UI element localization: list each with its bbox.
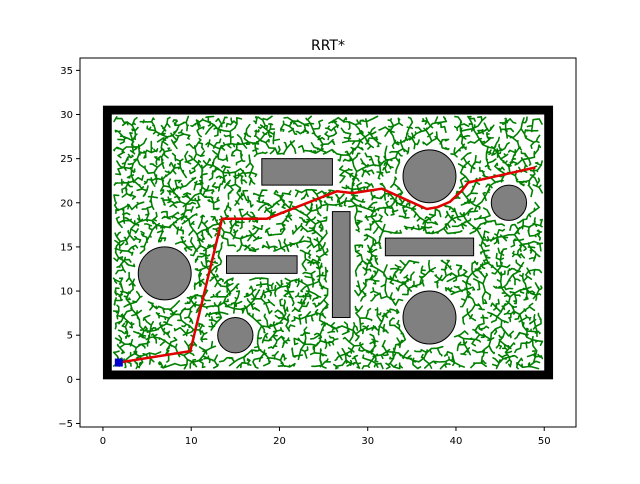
circle-obstacle	[402, 149, 457, 204]
x-tick-label: 50	[538, 436, 551, 447]
y-tick-label: 20	[60, 198, 73, 209]
circle-obstacle	[217, 317, 254, 354]
plot-area	[102, 105, 554, 380]
y-tick-label: −5	[58, 419, 73, 430]
planned-path	[118, 166, 536, 364]
x-tick-label: 30	[361, 436, 374, 447]
y-tick-label: 15	[60, 242, 73, 253]
rect-obstacle	[261, 158, 333, 186]
y-tick-label: 5	[67, 331, 73, 342]
circle-obstacle	[490, 184, 528, 221]
y-tick-label: 35	[60, 66, 73, 77]
y-tick-label: 30	[60, 110, 73, 121]
chart-title: RRT*	[311, 38, 345, 54]
boundary-wall	[102, 105, 554, 380]
x-tick-label: 40	[450, 436, 463, 447]
circle-obstacle	[402, 290, 457, 345]
axes-frame	[79, 57, 577, 428]
y-tick-label: 10	[60, 287, 73, 298]
y-axis: −5 0 5 10 15 20 25 30 35	[58, 66, 80, 430]
rect-obstacle	[384, 237, 475, 257]
x-tick-label: 10	[185, 436, 198, 447]
x-tick-label: 20	[273, 436, 286, 447]
x-tick-label: 0	[100, 436, 106, 447]
tree-edges	[112, 115, 544, 370]
rect-obstacle	[331, 211, 351, 319]
rect-obstacle	[226, 255, 298, 274]
y-tick-label: 25	[60, 154, 73, 165]
circle-obstacle	[137, 246, 192, 301]
start-marker	[114, 358, 123, 367]
x-axis: 0 10 20 30 40 50	[100, 427, 551, 447]
y-tick-label: 0	[67, 375, 73, 386]
